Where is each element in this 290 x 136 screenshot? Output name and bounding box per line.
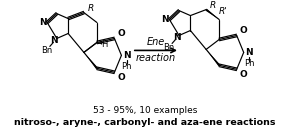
Text: Bn: Bn (163, 43, 174, 52)
Text: N: N (123, 51, 130, 60)
Text: Ph: Ph (244, 59, 254, 68)
Polygon shape (206, 49, 220, 66)
Text: O: O (117, 29, 125, 38)
Text: N: N (173, 33, 180, 42)
Polygon shape (84, 52, 98, 69)
Text: H: H (101, 40, 107, 49)
Text: R: R (210, 1, 216, 10)
Text: Ph: Ph (122, 62, 132, 71)
Text: R': R' (219, 7, 228, 16)
Text: R: R (88, 4, 94, 13)
Text: N: N (161, 15, 169, 24)
Polygon shape (206, 9, 219, 20)
Polygon shape (97, 42, 102, 45)
Text: O: O (117, 73, 125, 82)
Text: nitroso-, aryne-, carbonyl- and aza-ene reactions: nitroso-, aryne-, carbonyl- and aza-ene … (14, 118, 276, 127)
Text: N: N (50, 36, 58, 45)
Text: N: N (245, 48, 253, 57)
Text: O: O (240, 70, 248, 79)
Text: Bn: Bn (41, 46, 52, 55)
Text: O: O (240, 26, 248, 35)
Text: reaction: reaction (135, 53, 175, 63)
Text: N: N (39, 18, 47, 27)
Text: 53 - 95%, 10 examples: 53 - 95%, 10 examples (93, 106, 197, 115)
Text: Ene: Ene (146, 37, 165, 47)
